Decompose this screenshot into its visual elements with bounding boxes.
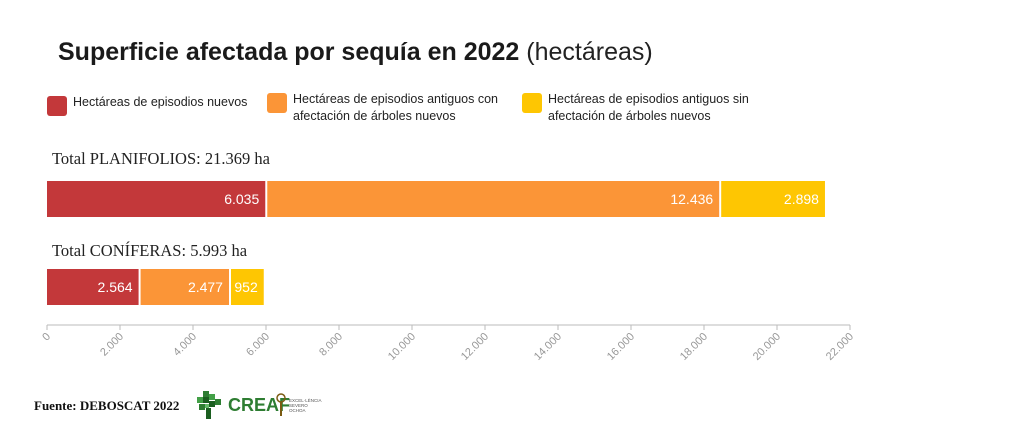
x-tick-label: 18.000 [678,331,710,363]
chart-title-unit: (hectáreas) [526,38,653,66]
x-tick-label: 6.000 [244,331,272,359]
bar-value-label: 12.436 [670,191,713,207]
legend-item-old-with-new-trees: Hectáreas de episodios antiguos con afec… [267,91,498,125]
bar-coníferas-series-2 [230,269,264,305]
x-tick-label: 0 [40,331,53,344]
source-note: Fuente: DEBOSCAT 2022 [34,398,180,413]
seal-text: EXCEL·LÈNCIA SEVERO OCHOA [289,397,322,413]
x-tick-label: 22.000 [824,331,856,363]
legend-swatch [267,93,287,113]
bar-planifolios-series-0 [47,181,266,217]
x-tick-label: 14.000 [532,331,564,363]
chart-title: Superficie afectada por sequía en 2022 (… [58,38,653,67]
creaf-logo-text: CREAF [228,394,290,415]
creaf-pixel-tree-icon [197,391,221,419]
group-label-coniferas: Total CONÍFERAS: 5.993 ha [52,241,248,260]
bar-coníferas-series-0 [47,269,139,305]
bar-value-label: 2.898 [784,191,819,207]
legend-item-new-episodes: Hectáreas de episodios nuevos [47,94,247,116]
bar-planifolios-series-1 [267,181,720,217]
bar-value-label: 2.477 [188,279,223,295]
legend-label: Hectáreas de episodios antiguos sin afec… [548,92,749,123]
x-tick-label: 10.000 [386,331,418,363]
x-tick-label: 4.000 [171,331,199,359]
group-label-planifolios: Total PLANIFOLIOS: 21.369 ha [52,149,270,168]
creaf-logo: CREAF [194,390,290,420]
severo-ochoa-seal-icon [276,393,286,416]
bar-value-label: 2.564 [98,279,133,295]
legend-label: Hectáreas de episodios antiguos con afec… [293,92,498,123]
bar-value-label: 952 [234,279,258,295]
legend-item-old-without-new-trees: Hectáreas de episodios antiguos sin afec… [522,91,749,125]
legend-label: Hectáreas de episodios nuevos [73,95,248,109]
x-tick-label: 16.000 [605,331,637,363]
x-tick-label: 2.000 [98,331,126,359]
bar-value-label: 6.035 [224,191,259,207]
legend-swatch [47,96,67,116]
bar-planifolios-series-2 [721,181,825,217]
x-tick-label: 20.000 [751,331,783,363]
bar-coníferas-series-1 [140,269,229,305]
legend-swatch [522,93,542,113]
severo-ochoa-seal: EXCEL·LÈNCIA SEVERO OCHOA [276,393,322,417]
chart-title-main: Superficie afectada por sequía en 2022 [58,38,520,66]
x-tick-label: 8.000 [317,331,345,359]
x-tick-label: 12.000 [459,331,491,363]
